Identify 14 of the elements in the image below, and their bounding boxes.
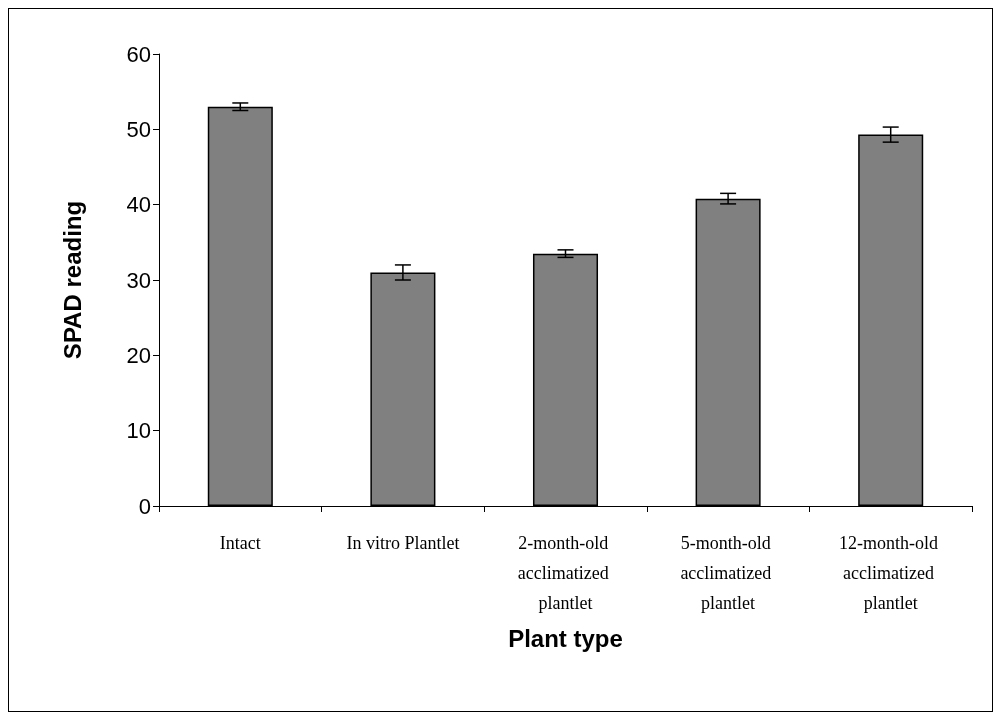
x-axis-title: Plant type	[508, 624, 623, 652]
y-tick-label: 0	[138, 493, 151, 519]
x-tick-label: Intact	[219, 533, 261, 553]
y-tick-label: 60	[126, 41, 151, 67]
y-axis-title: SPAD reading	[58, 200, 86, 360]
x-tick-label: 2-month-old acclimatized plantlet	[517, 533, 614, 613]
x-tick-label: 5-month-old acclimatized plantlet	[680, 533, 776, 613]
y-tick-label: 10	[126, 418, 151, 444]
y-tick-label: 30	[126, 267, 151, 293]
y-tick-label: 50	[126, 116, 151, 142]
x-tick-label: 12-month-old acclimatized plantlet	[838, 533, 943, 613]
y-tick-label: 20	[126, 342, 151, 368]
y-tick-label: 40	[126, 192, 151, 218]
x-tick-label: In vitro Plantlet	[346, 533, 460, 553]
